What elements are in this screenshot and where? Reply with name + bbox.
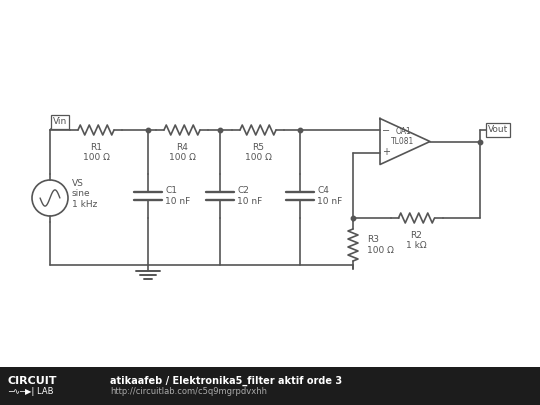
Text: C1
10 nF: C1 10 nF <box>165 186 190 206</box>
Text: atikaafeb / Elektronika5_filter aktif orde 3: atikaafeb / Elektronika5_filter aktif or… <box>110 376 342 386</box>
Text: −: − <box>382 126 390 136</box>
Text: C2
10 nF: C2 10 nF <box>237 186 262 206</box>
Text: CIRCUIT: CIRCUIT <box>8 376 57 386</box>
Text: VS
sine
1 kHz: VS sine 1 kHz <box>72 179 97 209</box>
Text: http://circuitlab.com/c5q9mgrpdvxhh: http://circuitlab.com/c5q9mgrpdvxhh <box>110 388 267 396</box>
Text: R4
100 Ω: R4 100 Ω <box>168 143 195 162</box>
Text: R1
100 Ω: R1 100 Ω <box>83 143 110 162</box>
Text: OA1
TL081: OA1 TL081 <box>392 127 415 146</box>
Text: R2
1 kΩ: R2 1 kΩ <box>406 231 427 250</box>
Text: Vin: Vin <box>53 117 67 126</box>
Text: R5
100 Ω: R5 100 Ω <box>245 143 272 162</box>
Text: Vout: Vout <box>488 126 508 134</box>
Text: R3
100 Ω: R3 100 Ω <box>367 235 394 255</box>
Text: C4
10 nF: C4 10 nF <box>317 186 342 206</box>
Bar <box>0 367 540 405</box>
Text: +: + <box>382 147 390 157</box>
Text: ─∿─▶| LAB: ─∿─▶| LAB <box>8 388 53 396</box>
